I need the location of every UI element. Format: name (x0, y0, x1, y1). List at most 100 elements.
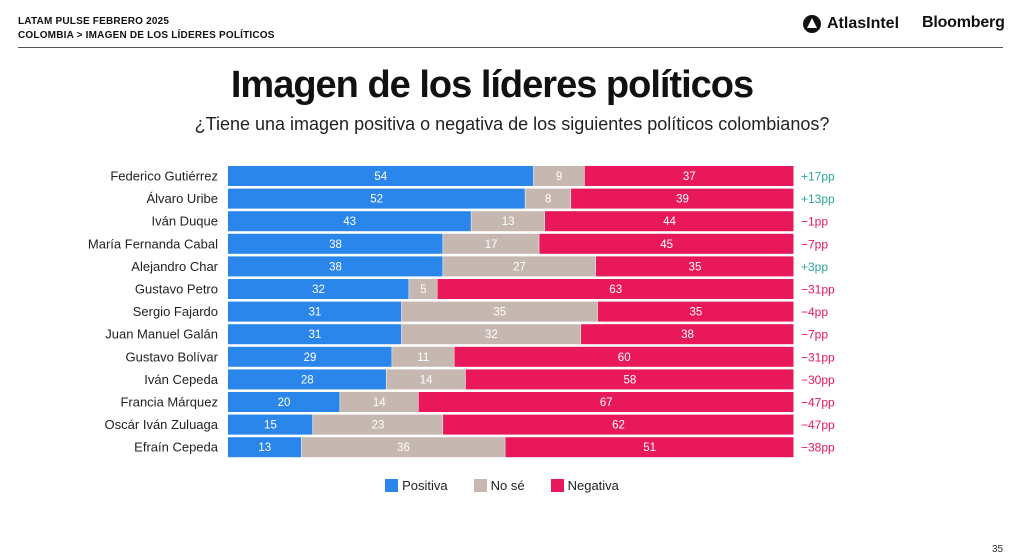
stacked-bar-chart: Federico Gutiérrez 54 9 37 +17pp Álvaro Uribe… (88, 166, 835, 458)
bar-no-se-alejandro-char (443, 256, 596, 277)
value-label-negativa-gustavo-bolivar: 60 (618, 352, 631, 364)
category-label-efrain-cepeda: Efraín Cepeda (134, 440, 219, 455)
header-divider (18, 47, 1003, 48)
value-label-positiva-ivan-duque: 43 (343, 216, 356, 228)
bar-negativa-sergio-fajardo (597, 301, 794, 322)
net-label-sergio-fajardo: −4pp (801, 305, 828, 319)
bar-negativa-francia-marquez (418, 392, 794, 412)
bloomberg-logo: Bloomberg (922, 14, 1005, 31)
bar-no-se-efrain-cepeda (301, 437, 505, 458)
bar-negativa-ivan-duque (544, 211, 794, 232)
bar-positiva-francia-marquez (228, 392, 340, 412)
bar-negativa-maria-fernanda-cabal (539, 233, 794, 254)
value-label-positiva-sergio-fajardo: 31 (308, 307, 321, 319)
bar-positiva-federico-gutierrez (228, 166, 534, 186)
value-label-no-se-gustavo-petro: 5 (420, 284, 426, 296)
bar-positiva-oscar-ivan-zuluaga (228, 414, 313, 435)
legend-item-negativa: Negativa (550, 478, 619, 493)
atlasintel-icon (803, 15, 821, 33)
bar-positiva-ivan-duque (228, 211, 471, 232)
bar-positiva-maria-fernanda-cabal (228, 233, 443, 254)
value-label-no-se-sergio-fajardo: 35 (493, 307, 506, 319)
value-label-negativa-ivan-cepeda: 58 (623, 374, 636, 386)
net-label-maria-fernanda-cabal: −7pp (801, 237, 828, 251)
value-label-positiva-juan-manuel-galan: 31 (308, 329, 321, 341)
value-label-negativa-alvaro-uribe: 39 (676, 194, 689, 206)
category-label-federico-gutierrez: Federico Gutiérrez (110, 169, 218, 184)
value-label-no-se-ivan-duque: 13 (502, 216, 515, 228)
atlasintel-logo: AtlasIntel (802, 14, 899, 34)
category-label-alejandro-char: Alejandro Char (131, 259, 218, 274)
value-label-positiva-federico-gutierrez: 54 (374, 171, 387, 183)
category-label-oscar-ivan-zuluaga: Oscár Iván Zuluaga (105, 417, 219, 432)
legend-swatch-no-se (473, 479, 487, 492)
value-label-negativa-federico-gutierrez: 37 (683, 171, 696, 183)
value-label-no-se-juan-manuel-galan: 32 (485, 329, 498, 341)
bar-negativa-alvaro-uribe (571, 188, 794, 209)
legend-item-no-se: No sé (473, 478, 525, 493)
net-label-efrain-cepeda: −38pp (801, 441, 835, 455)
value-label-no-se-federico-gutierrez: 9 (556, 171, 562, 183)
net-label-ivan-duque: −1pp (801, 215, 828, 229)
value-label-negativa-maria-fernanda-cabal: 45 (660, 239, 673, 251)
value-label-no-se-efrain-cepeda: 36 (397, 442, 410, 454)
bar-no-se-federico-gutierrez (533, 166, 585, 186)
net-label-ivan-cepeda: −30pp (801, 373, 835, 387)
value-label-negativa-francia-marquez: 67 (600, 397, 613, 409)
value-label-no-se-maria-fernanda-cabal: 17 (485, 239, 498, 251)
page-number: 35 (992, 544, 1004, 555)
bar-negativa-juan-manuel-galan (581, 324, 794, 345)
legend-swatch-positiva (385, 479, 399, 492)
bar-positiva-gustavo-bolivar (228, 346, 392, 367)
value-label-negativa-juan-manuel-galan: 38 (681, 329, 694, 341)
bar-negativa-ivan-cepeda (465, 369, 794, 390)
bar-no-se-francia-marquez (340, 392, 419, 412)
value-label-negativa-alejandro-char: 35 (689, 261, 702, 273)
value-label-negativa-efrain-cepeda: 51 (643, 442, 656, 454)
value-label-positiva-francia-marquez: 20 (278, 397, 291, 409)
net-label-juan-manuel-galan: −7pp (801, 328, 828, 342)
breadcrumb: COLOMBIA > IMAGEN DE LOS LÍDERES POLÍTIC… (18, 30, 275, 41)
net-label-alvaro-uribe: +13pp (801, 192, 835, 206)
net-label-gustavo-petro: −31pp (801, 283, 835, 297)
bar-negativa-oscar-ivan-zuluaga (443, 414, 794, 435)
bar-no-se-ivan-duque (471, 211, 545, 232)
value-label-positiva-maria-fernanda-cabal: 38 (329, 239, 342, 251)
bar-positiva-alvaro-uribe (228, 188, 525, 209)
net-label-oscar-ivan-zuluaga: −47pp (801, 418, 835, 432)
bar-positiva-alejandro-char (228, 256, 443, 277)
category-label-gustavo-bolivar: Gustavo Bolívar (126, 349, 219, 364)
bar-positiva-juan-manuel-galan (228, 324, 402, 345)
bar-negativa-gustavo-petro (437, 279, 794, 299)
report-header: LATAM PULSE FEBRERO 2025 COLOMBIA > IMAG… (18, 15, 275, 43)
category-label-gustavo-petro: Gustavo Petro (135, 282, 218, 297)
value-label-negativa-ivan-duque: 44 (663, 216, 676, 228)
net-label-alejandro-char: +3pp (801, 260, 828, 274)
report-title: LATAM PULSE FEBRERO 2025 (18, 16, 170, 27)
bar-positiva-sergio-fajardo (228, 301, 402, 322)
value-label-positiva-alvaro-uribe: 52 (370, 194, 383, 206)
bar-negativa-gustavo-bolivar (454, 346, 794, 367)
value-label-negativa-gustavo-petro: 63 (609, 284, 622, 296)
value-label-no-se-oscar-ivan-zuluaga: 23 (372, 420, 385, 432)
net-label-francia-marquez: −47pp (801, 396, 835, 410)
bar-no-se-sergio-fajardo (401, 301, 598, 322)
bar-positiva-efrain-cepeda (228, 437, 302, 458)
value-label-no-se-francia-marquez: 14 (373, 397, 386, 409)
chart-subtitle: ¿Tiene una imagen positiva o negativa de… (194, 114, 830, 134)
legend-label-positiva: Positiva (402, 478, 448, 493)
value-label-no-se-alejandro-char: 27 (513, 261, 526, 273)
legend-label-negativa: Negativa (567, 478, 619, 493)
bar-no-se-maria-fernanda-cabal (443, 233, 539, 254)
value-label-no-se-alvaro-uribe: 8 (545, 194, 551, 206)
bar-positiva-ivan-cepeda (228, 369, 386, 390)
bar-negativa-efrain-cepeda (505, 437, 794, 458)
legend-label-no-se: No sé (490, 478, 525, 493)
bar-no-se-alvaro-uribe (525, 188, 571, 209)
value-label-positiva-alejandro-char: 38 (329, 261, 342, 273)
value-label-negativa-oscar-ivan-zuluaga: 62 (612, 420, 625, 432)
value-label-positiva-gustavo-bolivar: 29 (304, 352, 317, 364)
category-label-maria-fernanda-cabal: María Fernanda Cabal (88, 236, 218, 251)
category-label-sergio-fajardo: Sergio Fajardo (133, 304, 218, 319)
value-label-no-se-ivan-cepeda: 14 (420, 374, 433, 386)
